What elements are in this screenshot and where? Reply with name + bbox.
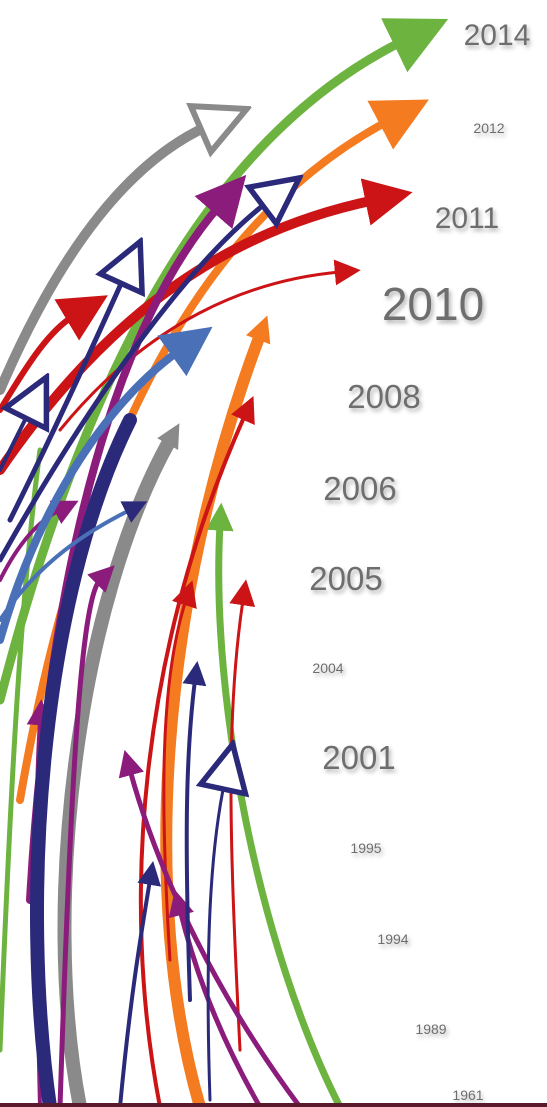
arrow [0,200,270,563]
arrow [208,780,225,1102]
year-label: 1995 [350,840,381,856]
year-label: 1994 [377,931,408,947]
arrow [0,447,43,1053]
arrow [0,326,213,644]
arrow [205,502,344,1107]
arrow [58,259,361,432]
arrow [229,579,256,1052]
arrow [57,565,115,1107]
arrow [0,125,210,395]
year-labels: 2014 2012 2011 2010 2008 2006 2005 2004 … [309,19,530,1103]
arrow [0,501,148,622]
year-label: 2006 [323,470,396,507]
arrow [118,749,303,1107]
year-label: 2014 [464,19,531,52]
arrow [0,18,449,705]
arrow [168,889,263,1107]
year-label: 2010 [382,278,484,330]
arrow [0,500,79,582]
arrows [0,18,449,1107]
arrow [30,413,137,1107]
arrow [182,660,207,1002]
arrow [138,396,255,1107]
year-label: 2012 [473,120,504,136]
arrow [0,410,30,472]
year-label: 1989 [415,1021,446,1037]
year-label: 2001 [322,739,395,776]
arrow [160,315,271,1107]
year-label: 2008 [347,378,420,415]
bottom-border [0,1103,547,1107]
arrow [118,861,162,1107]
arrow [7,275,125,523]
arrow [162,580,197,962]
year-label: 1961 [452,1087,483,1103]
year-label: 2011 [435,202,500,235]
year-label: 2004 [312,660,343,676]
year-label: 2005 [309,560,382,597]
